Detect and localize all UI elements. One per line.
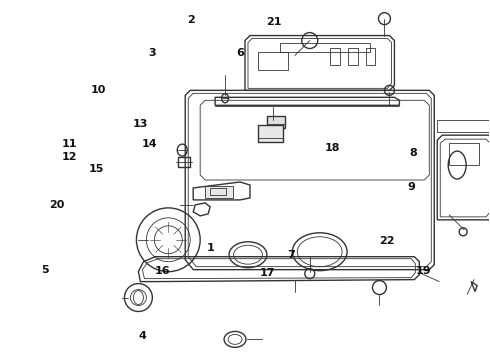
Bar — [267, 116, 285, 128]
Bar — [258, 53, 288, 71]
Text: 4: 4 — [139, 331, 147, 341]
Text: 6: 6 — [236, 48, 244, 58]
Text: 19: 19 — [416, 266, 431, 276]
Text: 12: 12 — [62, 152, 77, 162]
Text: 14: 14 — [142, 139, 158, 149]
Text: 22: 22 — [379, 236, 394, 246]
Text: 7: 7 — [288, 250, 295, 260]
Text: 20: 20 — [49, 200, 65, 210]
Text: 16: 16 — [154, 266, 170, 276]
Text: 15: 15 — [88, 164, 104, 174]
Text: 17: 17 — [259, 268, 275, 278]
Text: 10: 10 — [91, 85, 106, 95]
Text: 18: 18 — [325, 143, 341, 153]
Text: 9: 9 — [407, 182, 415, 192]
Bar — [347, 48, 358, 66]
Bar — [280, 42, 369, 53]
Text: 3: 3 — [148, 48, 156, 58]
Text: 8: 8 — [410, 148, 417, 158]
Text: 13: 13 — [132, 120, 148, 129]
Bar — [178, 157, 190, 167]
Bar — [366, 48, 375, 66]
Text: 11: 11 — [62, 139, 77, 149]
Text: 2: 2 — [188, 15, 195, 26]
Bar — [258, 125, 283, 142]
Bar — [449, 143, 479, 165]
Bar — [330, 48, 340, 66]
Text: 1: 1 — [207, 243, 215, 253]
Bar — [205, 186, 233, 198]
Bar — [210, 188, 226, 195]
Text: 5: 5 — [41, 265, 49, 275]
Text: 21: 21 — [267, 17, 282, 27]
